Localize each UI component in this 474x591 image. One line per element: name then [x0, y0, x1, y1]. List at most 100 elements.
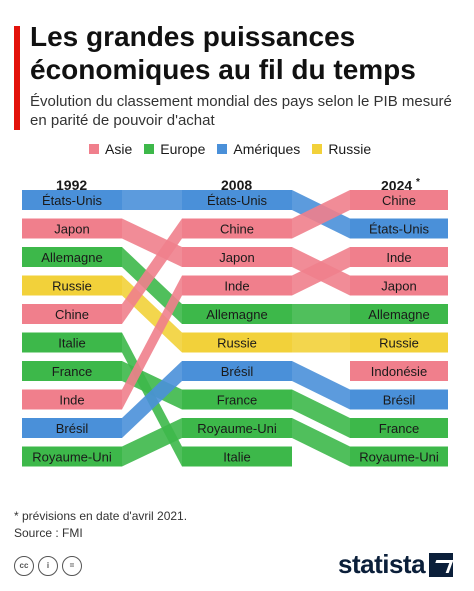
brand-mark-icon [429, 552, 454, 577]
bar-royaume-uni-1992 [22, 446, 122, 467]
data-label-inde-2008: Inde [224, 279, 249, 294]
license-icons: cc i = [14, 556, 86, 576]
legend-item-russie: Russie [312, 141, 371, 157]
connector-royaume-uni-0 [122, 418, 182, 467]
bar-inde-1992 [22, 389, 122, 410]
data-label-france-2008: France [217, 393, 257, 408]
data-label-italie-2008: Italie [223, 450, 250, 465]
bar-bresil-2024 [350, 389, 448, 410]
bar-russie-2024 [350, 332, 448, 353]
bar-royaume-uni-2024 [350, 446, 448, 467]
connector-etats-unis-0 [122, 190, 182, 210]
bar-italie-1992 [22, 332, 122, 353]
data-label-royaume-uni-2008: Royaume-Uni [197, 421, 277, 436]
series-russie: Russie Russie Russie [22, 275, 448, 353]
data-label-japon-2024: Japon [381, 279, 416, 294]
bar-allemagne-1992 [22, 247, 122, 267]
bar-etats-unis-1992 [22, 190, 122, 210]
data-label-royaume-uni-1992: Royaume-Uni [32, 450, 112, 465]
data-label-royaume-uni-2024: Royaume-Uni [359, 450, 439, 465]
no-derivatives-icon: = [62, 556, 82, 576]
legend-label: Europe [160, 141, 206, 157]
connector-allemagne-1 [292, 304, 350, 324]
bar-bresil-1992 [22, 418, 122, 438]
series-inde: Inde Inde Inde [22, 247, 448, 410]
series-royaume-uni: Royaume-Uni Royaume-Uni Royaume-Uni [22, 418, 448, 467]
data-label-bresil-2008: Brésil [221, 364, 254, 379]
data-label-chine-2024: Chine [382, 193, 416, 208]
series-indonesie: Indonésie [350, 361, 448, 381]
connector-chine-0 [122, 218, 182, 324]
bar-chine-1992 [22, 304, 122, 324]
data-label-allemagne-2008: Allemagne [206, 307, 267, 322]
data-label-bresil-2024: Brésil [383, 393, 416, 408]
bar-etats-unis-2024 [350, 218, 448, 239]
data-label-japon-1992: Japon [54, 222, 89, 237]
legend-swatch [144, 144, 155, 154]
connector-inde-0 [122, 275, 182, 410]
bar-italie-2008 [182, 446, 292, 467]
bar-russie-2008 [182, 332, 292, 353]
bar-allemagne-2024 [350, 304, 448, 324]
bar-allemagne-2008 [182, 304, 292, 324]
bar-france-2008 [182, 389, 292, 410]
data-label-etats-unis-2008: États-Unis [207, 193, 267, 208]
legend-item-europe: Europe [144, 141, 205, 157]
source-line: Source : FMI [14, 526, 83, 540]
brand-name: statista [338, 549, 426, 579]
bar-france-1992 [22, 361, 122, 381]
series-allemagne: Allemagne Allemagne Allemagne [22, 247, 448, 324]
series-france: France France France [22, 361, 448, 438]
bar-royaume-uni-2008 [182, 418, 292, 438]
bar-indonesie-2024 [350, 361, 448, 381]
connector-russie-1 [292, 332, 350, 353]
legend-item-asie: Asie [89, 141, 132, 157]
bar-chine-2008 [182, 218, 292, 239]
bar-japon-2024 [350, 275, 448, 296]
legend-label: Amériques [233, 141, 301, 157]
bar-japon-1992 [22, 218, 122, 239]
data-label-italie-1992: Italie [58, 336, 85, 351]
bar-bresil-2008 [182, 361, 292, 381]
bar-inde-2024 [350, 247, 448, 267]
page-subtitle: Évolution du classement mondial des pays… [30, 93, 452, 129]
connector-france-1 [292, 389, 350, 438]
legend-swatch [89, 144, 99, 154]
data-label-bresil-1992: Brésil [56, 421, 89, 436]
legend-label: Russie [328, 141, 372, 157]
bar-russie-1992 [22, 275, 122, 296]
bar-chine-2024 [350, 190, 448, 210]
data-label-france-2024: France [379, 421, 419, 436]
legend-label: Asie [105, 141, 133, 157]
bar-france-2024 [350, 418, 448, 438]
data-label-etats-unis-2024: États-Unis [369, 222, 429, 237]
data-label-russie-2008: Russie [217, 336, 257, 351]
data-label-allemagne-2024: Allemagne [368, 307, 429, 322]
data-label-russie-1992: Russie [52, 279, 92, 294]
connector-bresil-1 [292, 361, 350, 410]
connector-inde-1 [292, 247, 350, 296]
data-label-chine-2008: Chine [220, 222, 254, 237]
data-label-etats-unis-1992: États-Unis [42, 193, 102, 208]
page-title: Les grandes puissances économiques au fi… [30, 21, 416, 85]
series-chine: Chine Chine Chine [22, 190, 448, 324]
year-label-text: 2024 [381, 177, 413, 194]
legend: Asie Europe Amériques Russie [89, 141, 383, 157]
data-label-russie-2024: Russie [379, 336, 419, 351]
attribution-icon: i [38, 556, 58, 576]
bar-inde-2008 [182, 275, 292, 296]
bar-etats-unis-2008 [182, 190, 292, 210]
creative-commons-icon: cc [14, 556, 34, 576]
data-label-chine-1992: Chine [55, 307, 89, 322]
data-label-japon-2008: Japon [219, 250, 254, 265]
data-label-inde-1992: Inde [59, 393, 84, 408]
data-label-inde-2024: Inde [386, 250, 411, 265]
title-accent-bar [14, 26, 20, 130]
year-label-2024: 2024 * [381, 177, 420, 194]
legend-item-ameriques: Amériques [217, 141, 300, 157]
year-label-1992: 1992 [56, 177, 88, 193]
legend-swatch [217, 144, 228, 154]
statista-logo: statista [338, 549, 454, 580]
footnote: * prévisions en date d'avril 2021. [14, 509, 188, 523]
